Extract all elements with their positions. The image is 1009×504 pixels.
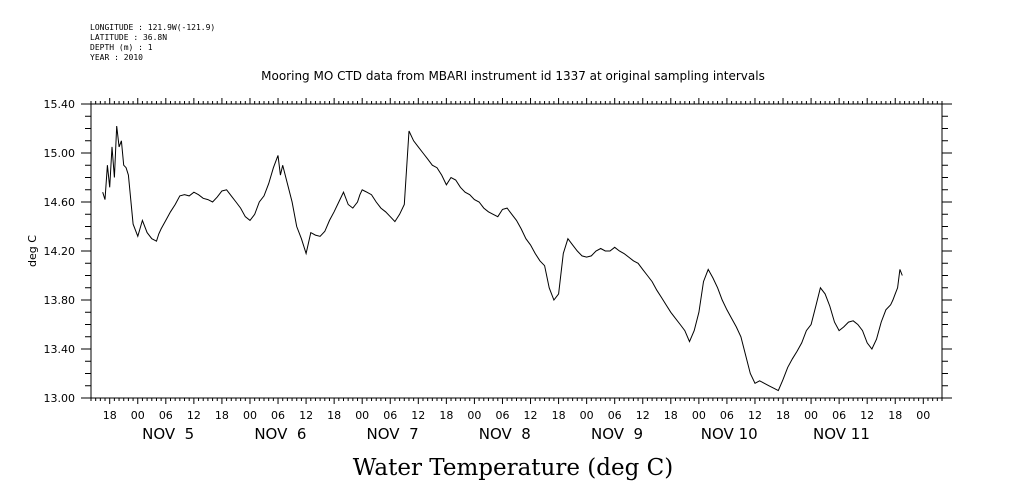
x-tick-hour-label: 00	[355, 409, 369, 422]
x-tick-hour-label: 12	[860, 409, 874, 422]
x-tick-hour-label: 06	[832, 409, 846, 422]
y-tick-labels: 13.00 13.40 13.80 14.20 14.60 15.00 15.40	[44, 98, 76, 405]
x-tick-day-label: NOV 10	[701, 425, 758, 443]
x-tick-hour-label: 12	[524, 409, 538, 422]
plot-frame	[90, 103, 943, 399]
metadata-latitude: LATITUDE : 36.8N	[90, 33, 167, 42]
metadata-longitude: LONGITUDE : 121.9W(-121.9)	[90, 23, 215, 32]
x-tick-hour-label: 18	[103, 409, 117, 422]
x-tick-hour-label: 06	[495, 409, 509, 422]
x-tick-hour-label: 06	[608, 409, 622, 422]
x-tick-hour-label: 12	[299, 409, 313, 422]
x-tick-hour-label: 18	[327, 409, 341, 422]
x-tick-hour-label: 00	[692, 409, 706, 422]
x-tick-day-label: NOV 9	[591, 425, 643, 443]
x-axis-label: Water Temperature (deg C)	[353, 455, 673, 481]
x-tick-labels: 18 00 06 12 18 00 06 12 18 00 06 12 18 00 06 12 18 00 06 12…	[103, 409, 931, 443]
metadata-year: YEAR : 2010	[90, 53, 143, 62]
tick-marks	[81, 98, 952, 404]
x-tick-hour-label: 12	[748, 409, 762, 422]
metadata-depth: DEPTH (m) : 1	[90, 43, 153, 52]
x-tick-hour-label: 18	[664, 409, 678, 422]
x-tick-day-label: NOV 8	[479, 425, 531, 443]
x-tick-hour-label: 06	[271, 409, 285, 422]
x-tick-hour-label: 00	[243, 409, 257, 422]
x-tick-hour-label: 06	[720, 409, 734, 422]
x-tick-hour-label: 18	[215, 409, 229, 422]
x-tick-hour-label: 00	[916, 409, 930, 422]
x-tick-hour-label: 06	[383, 409, 397, 422]
x-tick-hour-label: 18	[888, 409, 902, 422]
y-tick-label: 13.40	[44, 343, 76, 356]
x-tick-hour-label: 18	[776, 409, 790, 422]
x-tick-hour-label: 18	[439, 409, 453, 422]
x-tick-hour-label: 12	[411, 409, 425, 422]
x-tick-hour-label: 00	[804, 409, 818, 422]
x-tick-hour-label: 12	[636, 409, 650, 422]
metadata-block: LONGITUDE : 121.9W(-121.9) LATITUDE : 36…	[90, 23, 215, 62]
x-tick-hour-label: 18	[552, 409, 566, 422]
temperature-series-line	[102, 125, 903, 392]
x-tick-day-label: NOV 11	[813, 425, 870, 443]
y-tick-label: 14.60	[44, 196, 76, 209]
y-tick-label: 15.00	[44, 147, 76, 160]
x-tick-hour-label: 00	[131, 409, 145, 422]
x-tick-hour-label: 12	[187, 409, 201, 422]
y-tick-label: 14.20	[44, 245, 76, 258]
x-tick-hour-label: 06	[159, 409, 173, 422]
x-tick-hour-label: 00	[580, 409, 594, 422]
y-axis-label: deg C	[26, 235, 39, 267]
x-tick-day-label: NOV 5	[142, 425, 194, 443]
y-tick-label: 15.40	[44, 98, 76, 111]
x-tick-day-label: NOV 6	[254, 425, 306, 443]
chart-title: Mooring MO CTD data from MBARI instrumen…	[261, 69, 765, 83]
y-tick-label: 13.00	[44, 392, 76, 405]
x-tick-day-label: NOV 7	[367, 425, 419, 443]
x-tick-hour-label: 00	[467, 409, 481, 422]
y-tick-label: 13.80	[44, 294, 76, 307]
